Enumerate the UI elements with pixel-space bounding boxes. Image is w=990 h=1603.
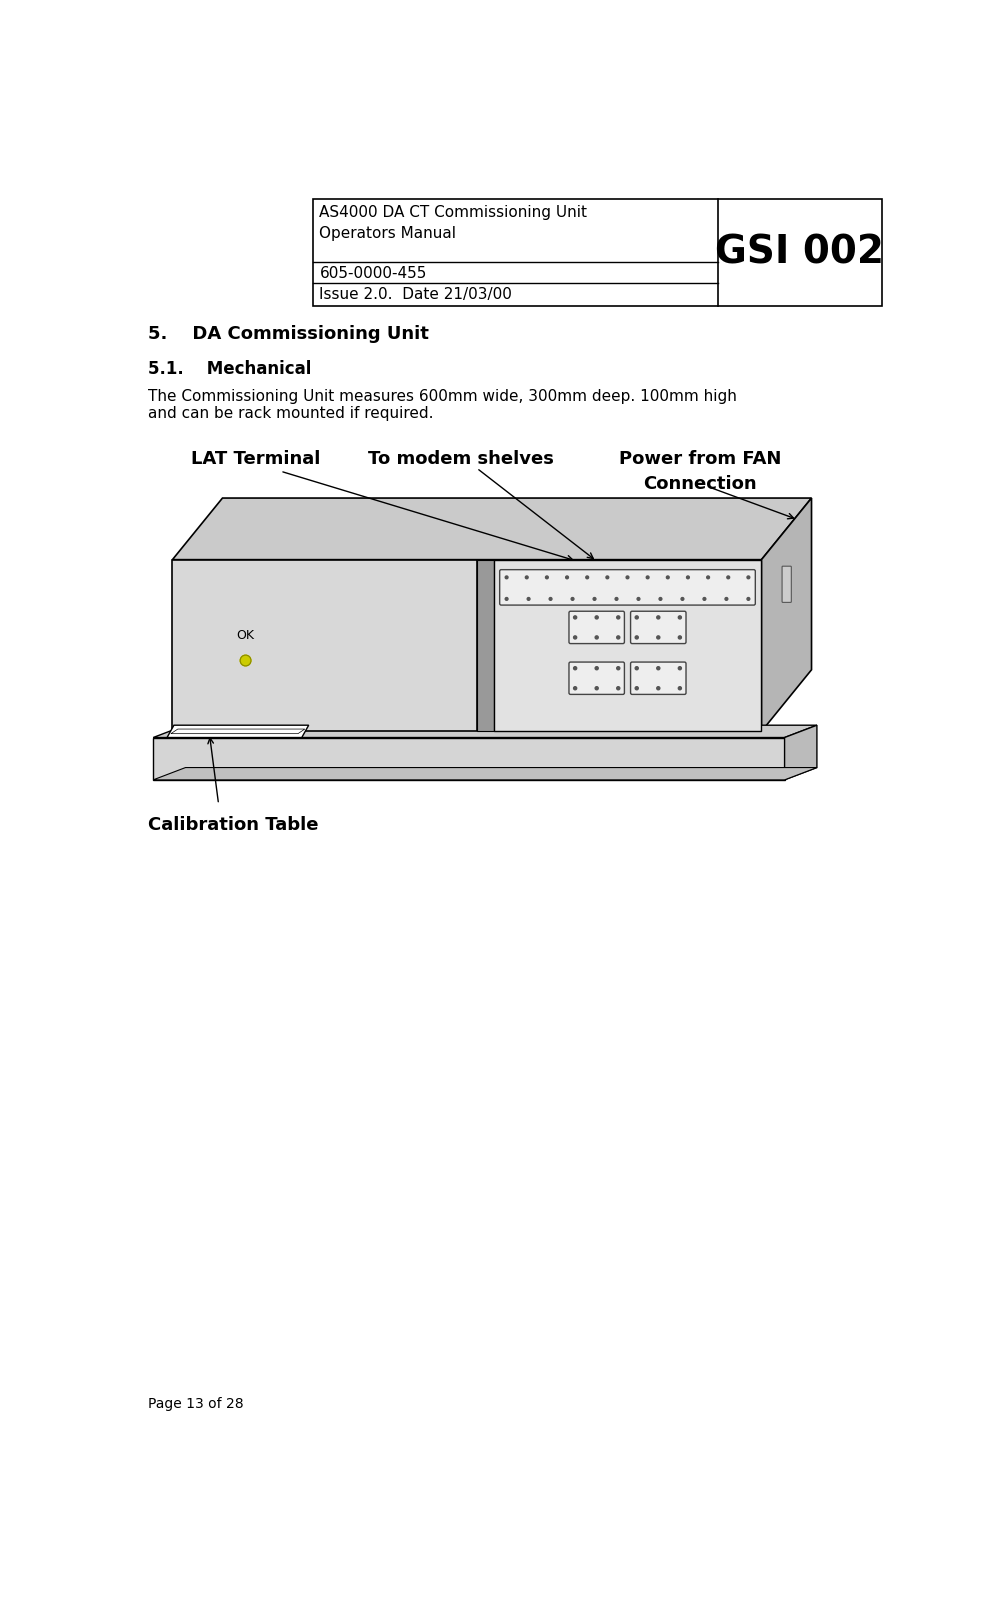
FancyBboxPatch shape	[569, 611, 625, 643]
Text: Calibration Table: Calibration Table	[148, 816, 318, 834]
Text: Pots Line 1: Pots Line 1	[634, 696, 683, 704]
Circle shape	[606, 575, 609, 579]
Polygon shape	[172, 499, 812, 559]
Circle shape	[617, 686, 620, 689]
Text: 5.    DA Commissioning Unit: 5. DA Commissioning Unit	[148, 325, 429, 343]
FancyBboxPatch shape	[782, 566, 791, 603]
Circle shape	[659, 598, 662, 600]
Circle shape	[681, 598, 684, 600]
Polygon shape	[761, 499, 812, 731]
Circle shape	[573, 616, 576, 619]
Circle shape	[678, 667, 681, 670]
Circle shape	[678, 616, 681, 619]
Circle shape	[656, 667, 659, 670]
Circle shape	[656, 616, 659, 619]
Circle shape	[615, 598, 618, 600]
Circle shape	[626, 575, 629, 579]
Text: LAT Terminal/
Null modem: LAT Terminal/ Null modem	[566, 644, 627, 665]
Text: The Commissioning Unit measures 600mm wide, 300mm deep. 100mm high: The Commissioning Unit measures 600mm wi…	[148, 388, 737, 404]
Circle shape	[595, 616, 598, 619]
FancyBboxPatch shape	[500, 569, 755, 604]
Text: 605-0000-455: 605-0000-455	[320, 266, 427, 281]
Circle shape	[545, 575, 548, 579]
Circle shape	[636, 616, 639, 619]
Text: AS4000 DA CT Commissioning Unit: AS4000 DA CT Commissioning Unit	[320, 205, 587, 220]
Circle shape	[707, 575, 710, 579]
Circle shape	[565, 575, 568, 579]
Text: Page 13 of 28: Page 13 of 28	[148, 1398, 244, 1411]
Polygon shape	[153, 725, 817, 737]
Text: and can be rack mounted if required.: and can be rack mounted if required.	[148, 407, 434, 422]
FancyBboxPatch shape	[631, 662, 686, 694]
Circle shape	[646, 575, 649, 579]
Polygon shape	[785, 725, 817, 781]
Circle shape	[241, 656, 250, 665]
Text: Issue 2.0.  Date 21/03/00: Issue 2.0. Date 21/03/00	[320, 287, 513, 301]
Circle shape	[656, 686, 659, 689]
Text: 5.1.    Mechanical: 5.1. Mechanical	[148, 361, 311, 378]
FancyBboxPatch shape	[569, 662, 625, 694]
Circle shape	[593, 598, 596, 600]
Circle shape	[526, 575, 528, 579]
Circle shape	[636, 636, 639, 640]
Circle shape	[656, 636, 659, 640]
Text: Operators Manual: Operators Manual	[320, 226, 456, 240]
Text: LAT Terminal: LAT Terminal	[191, 450, 321, 468]
Text: GSI 002: GSI 002	[716, 234, 884, 271]
Circle shape	[747, 598, 749, 600]
Circle shape	[571, 598, 574, 600]
Circle shape	[549, 598, 552, 600]
Text: OK: OK	[237, 628, 254, 641]
Text: Power from FAN
Connection: Power from FAN Connection	[619, 450, 781, 494]
Circle shape	[573, 636, 576, 640]
Circle shape	[725, 598, 728, 600]
Circle shape	[636, 686, 639, 689]
Circle shape	[617, 667, 620, 670]
Circle shape	[747, 575, 749, 579]
Circle shape	[505, 575, 508, 579]
Circle shape	[595, 686, 598, 689]
Circle shape	[586, 575, 589, 579]
Circle shape	[686, 575, 689, 579]
Polygon shape	[153, 737, 785, 781]
Circle shape	[703, 598, 706, 600]
Circle shape	[573, 667, 576, 670]
Text: To modem shelves: To modem shelves	[368, 450, 554, 468]
Polygon shape	[476, 559, 494, 731]
FancyBboxPatch shape	[631, 611, 686, 643]
Polygon shape	[167, 725, 309, 737]
Circle shape	[666, 575, 669, 579]
Circle shape	[636, 667, 639, 670]
Text: Not Used: Not Used	[576, 696, 618, 704]
Polygon shape	[172, 559, 476, 731]
Text: AGCMON/
PCMON: AGCMON/ PCMON	[637, 644, 680, 665]
Circle shape	[528, 598, 530, 600]
Circle shape	[638, 598, 640, 600]
Circle shape	[678, 686, 681, 689]
Circle shape	[617, 636, 620, 640]
Circle shape	[573, 686, 576, 689]
Polygon shape	[153, 768, 817, 781]
Circle shape	[505, 598, 508, 600]
Circle shape	[678, 636, 681, 640]
Circle shape	[595, 636, 598, 640]
Circle shape	[727, 575, 730, 579]
Circle shape	[595, 667, 598, 670]
Polygon shape	[494, 559, 761, 731]
Circle shape	[617, 616, 620, 619]
